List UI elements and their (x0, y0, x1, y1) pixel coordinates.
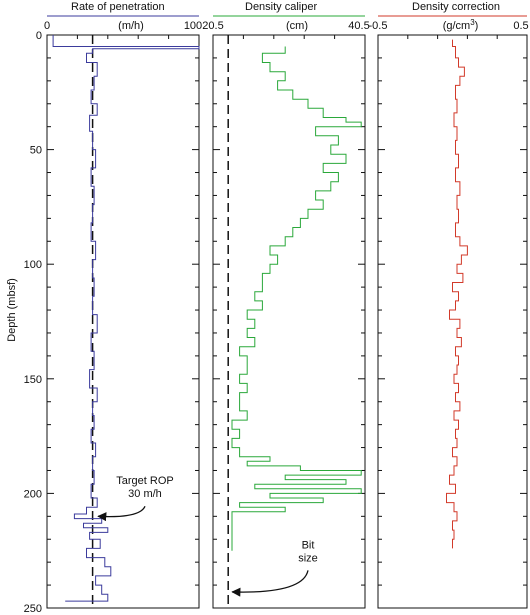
panel-frame (377, 34, 528, 609)
depth-tick-label: 50 (30, 145, 42, 157)
x-tick-label-max: 100 (184, 20, 202, 32)
y-axis-label: Depth (mbsf) (6, 278, 18, 342)
annotation-text: 30 m/h (128, 488, 162, 500)
annotation-text: size (298, 552, 318, 564)
annotation-text: Target ROP (116, 475, 173, 487)
x-axis-unit: (m/h) (118, 20, 144, 32)
depth-tick-label: 100 (24, 259, 42, 271)
panel2-title: Density caliper (245, 1, 318, 13)
annotation-arrow (97, 505, 146, 522)
x-tick-label-max: 40.5 (348, 20, 369, 32)
x-tick-label-min: 0 (44, 20, 50, 32)
annotation-arrow (231, 570, 309, 597)
data-curve (231, 46, 362, 551)
x-tick-label-min: 20.5 (202, 20, 223, 32)
annotation-text: Bit (302, 539, 315, 551)
unit-close: ) (475, 20, 479, 32)
x-tick-label-min: -0.5 (369, 20, 388, 32)
x-axis-unit: (cm) (286, 20, 308, 32)
panel-frame (46, 34, 200, 609)
depth-tick-label: 0 (36, 30, 42, 42)
data-curve (52, 35, 200, 602)
panel-frame (212, 34, 366, 609)
panel1-title: Rate of penetration (71, 1, 165, 13)
x-tick-label-max: 0.5 (513, 20, 528, 32)
depth-tick-label: 200 (24, 488, 42, 500)
unit-superscript: 3 (470, 18, 475, 27)
data-curve (446, 39, 468, 549)
panel3-title: Density correction (412, 1, 501, 13)
depth-tick-label: 150 (24, 374, 42, 386)
x-axis-unit: (g/cm3) (443, 18, 479, 33)
depth-tick-label: 250 (24, 603, 42, 615)
panel-3: -0.5 0.5 (g/cm3) (369, 15, 529, 609)
